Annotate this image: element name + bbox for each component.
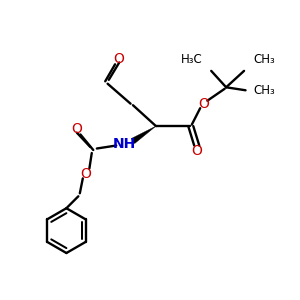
Text: NH: NH <box>113 137 136 151</box>
Text: CH₃: CH₃ <box>253 84 275 97</box>
Polygon shape <box>131 126 156 143</box>
Text: O: O <box>113 52 124 66</box>
Text: O: O <box>80 167 91 181</box>
Text: O: O <box>71 122 82 136</box>
Text: CH₃: CH₃ <box>253 53 275 66</box>
Text: H₃C: H₃C <box>181 53 202 66</box>
Text: O: O <box>198 97 209 111</box>
Text: O: O <box>191 145 202 158</box>
